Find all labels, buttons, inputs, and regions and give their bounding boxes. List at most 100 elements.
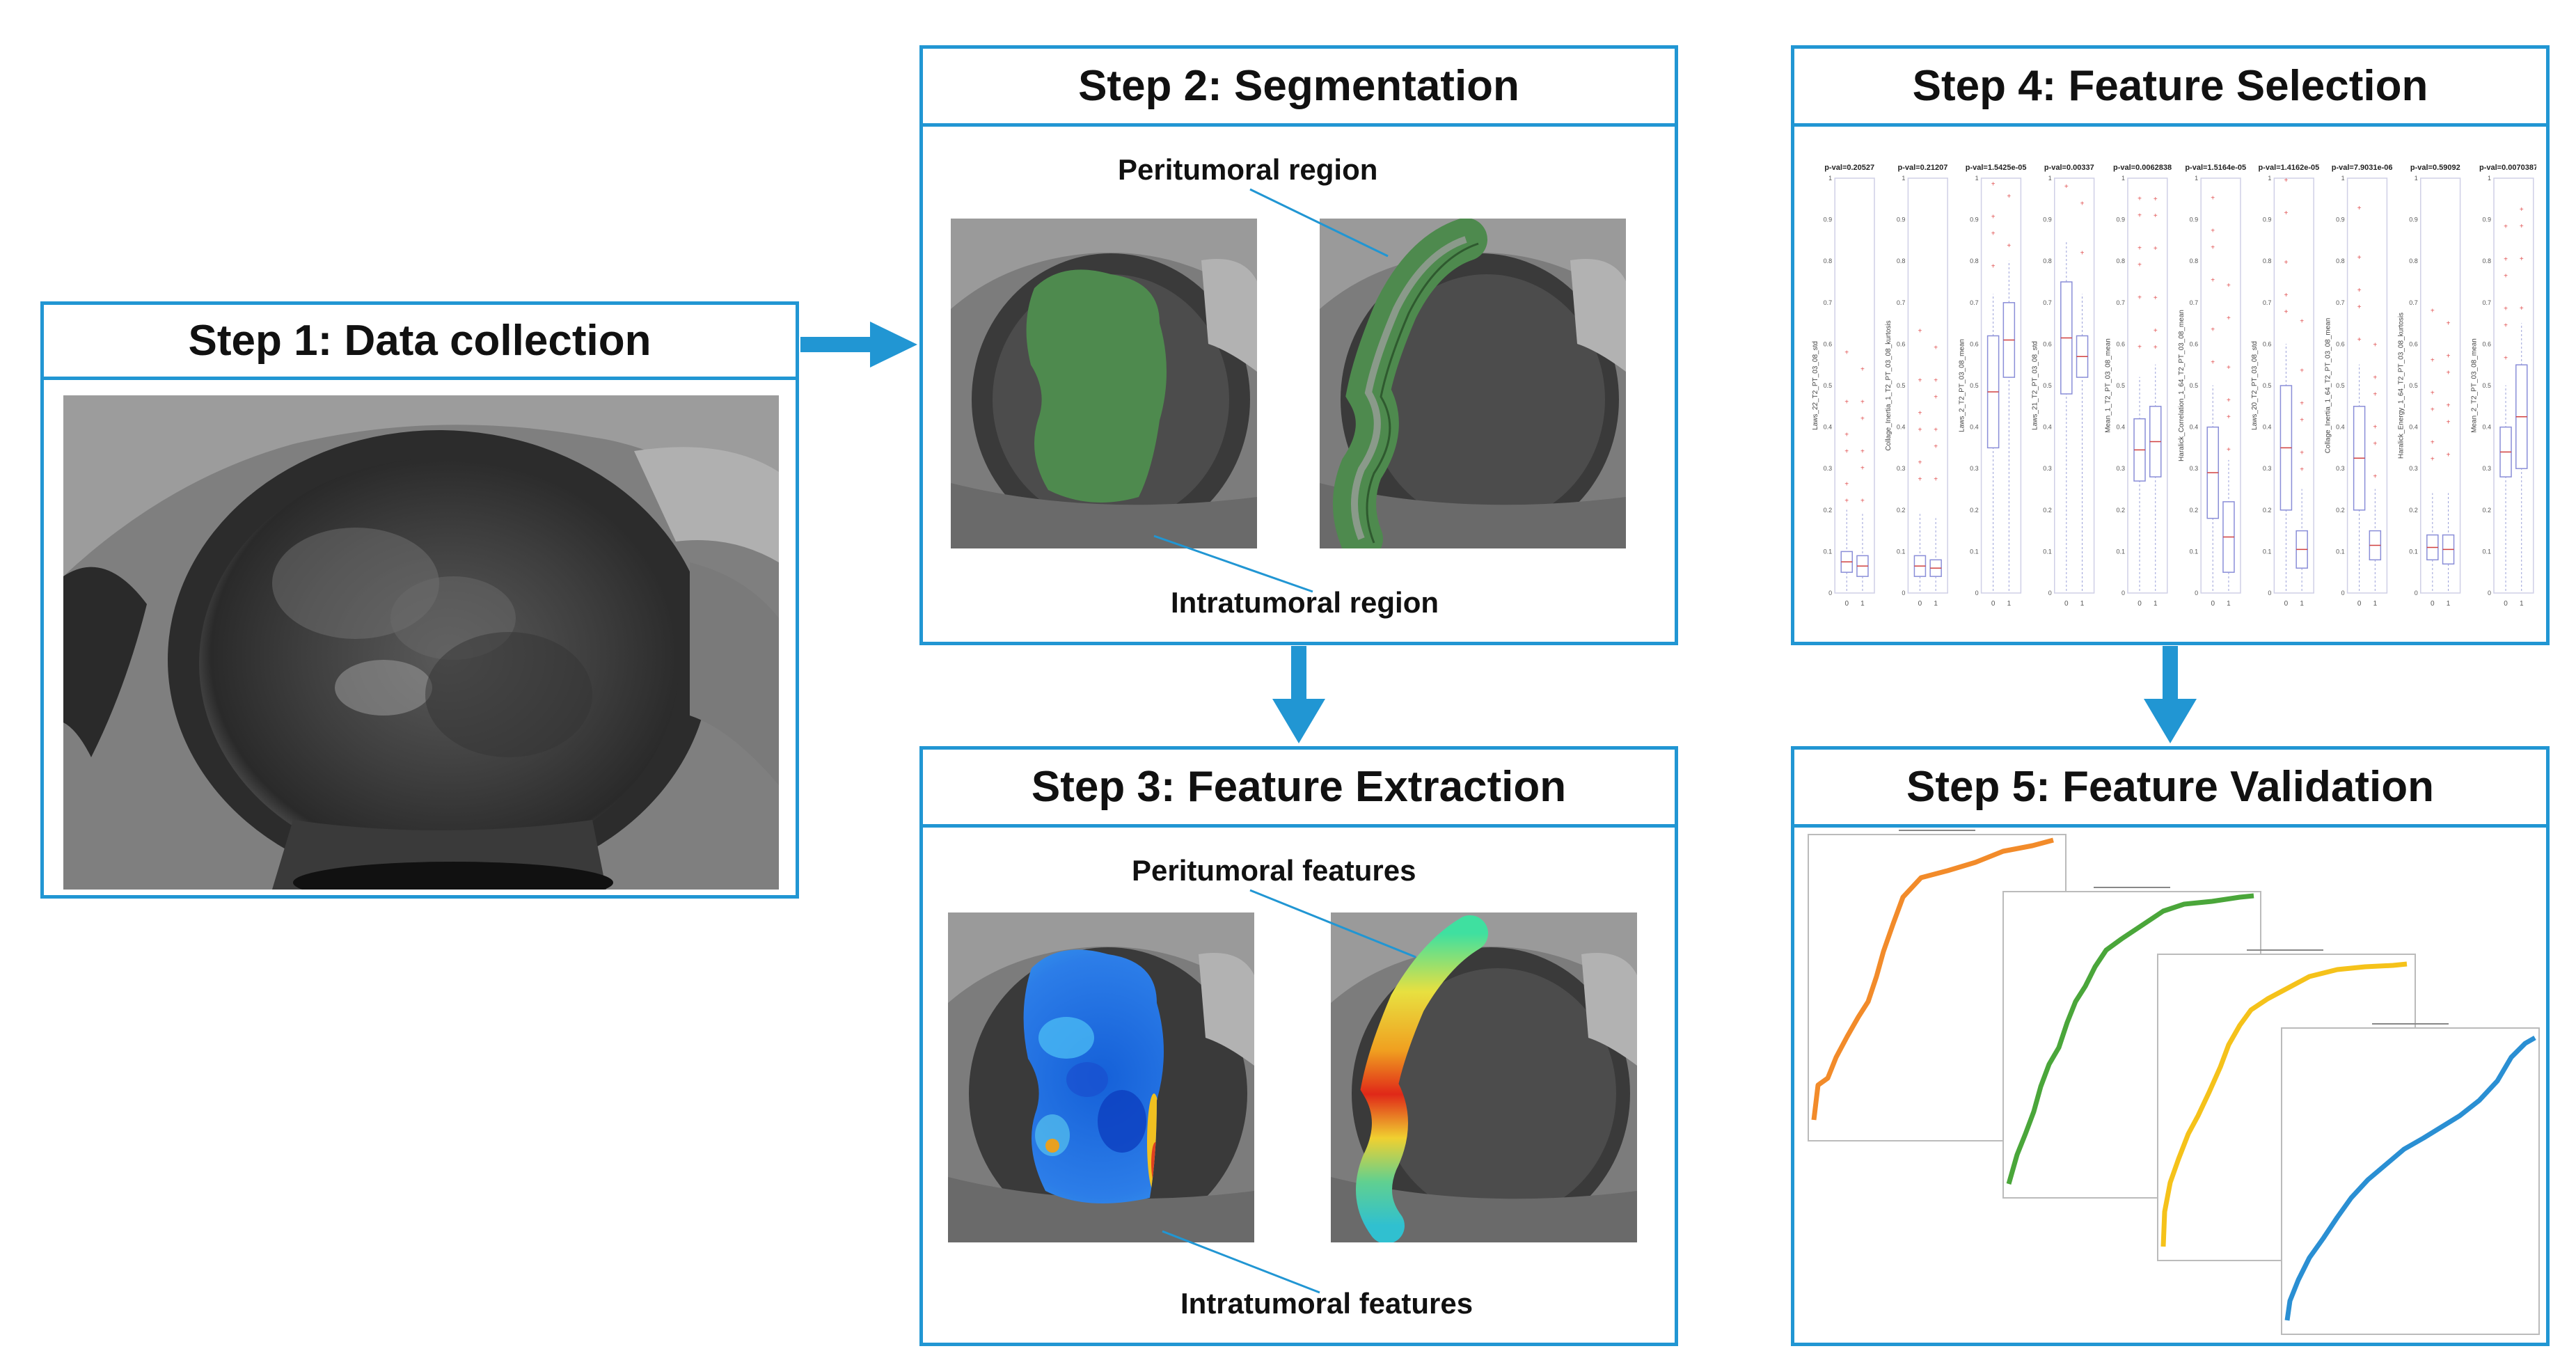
boxplot-outlier: +	[1934, 475, 1938, 483]
boxplot-outlier: +	[1844, 431, 1849, 438]
boxplot-y-tick: 0.3	[2116, 465, 2125, 472]
step4-panel: Step 4: Feature Selection p-val=0.20527 0…	[1791, 45, 2550, 645]
boxplot-feature-label: Mean_2_T2_PT_03_08_mean	[2471, 338, 2479, 433]
boxplot-axes	[1980, 177, 2022, 594]
boxplot-y-tick: 0.3	[2263, 465, 2272, 472]
boxplot-feature-label: Laws_21_T2_PT_03_08_std	[2032, 341, 2039, 430]
boxplot-outlier: +	[1991, 230, 1996, 237]
boxplot-y-tick: 0.5	[2409, 382, 2418, 389]
boxplot-outlier: +	[1860, 365, 1865, 373]
boxplot-y-tick: 0.5	[1824, 382, 1833, 389]
boxplot-y-tick: 0.6	[2336, 340, 2345, 347]
boxplot-x-tick: 1	[2154, 600, 2158, 608]
boxplot-y-tick: 0.1	[2116, 548, 2125, 555]
boxplot-axes	[2273, 177, 2314, 594]
boxplot-y-tick: 0.9	[2482, 216, 2491, 223]
boxplot-y-tick: 0.1	[2043, 548, 2052, 555]
boxplot-outlier: +	[2520, 305, 2524, 313]
boxplot-feature-label: Collage_Inertia_1_64_T2_PT_03_08_mean	[2324, 318, 2332, 454]
boxplot-outlier: +	[2431, 390, 2435, 397]
boxplot-outlier: +	[2007, 193, 2011, 200]
boxplot-y-tick: 0.2	[2409, 507, 2418, 514]
boxplot-y-tick: 0.4	[1824, 424, 1833, 431]
boxplot-outlier: +	[2504, 306, 2508, 313]
boxplot-outlier: +	[2138, 196, 2142, 203]
boxplot-y-tick: 0.6	[1970, 340, 1979, 347]
boxplot-y-tick: 0.5	[2263, 382, 2272, 389]
boxplot-y-tick: 0.5	[2190, 382, 2199, 389]
boxplot-y-tick: 0.7	[2409, 299, 2418, 306]
step1-title: Step 1: Data collection	[44, 305, 796, 380]
boxplot-y-tick: 0.6	[1897, 340, 1906, 347]
boxplot-y-tick: 0.2	[2263, 507, 2272, 514]
step2-panel: Step 2: Segmentation Peritumoral region …	[919, 45, 1678, 645]
boxplot-outlier: +	[1918, 327, 1922, 335]
boxplot-pval-label: p-val=0.59092	[2410, 164, 2460, 172]
boxplot-y-tick: 1	[2341, 175, 2345, 182]
boxplot-outlier: +	[1844, 448, 1849, 455]
boxplot-y-tick: 1	[1902, 175, 1905, 182]
boxplot-outlier: +	[2447, 353, 2451, 361]
boxplot-outlier: +	[2227, 315, 2231, 322]
boxplot-axes	[1907, 177, 1948, 594]
boxplot-y-tick: 0.9	[1970, 216, 1979, 223]
boxplot-y-tick: 0.3	[2482, 465, 2491, 472]
boxplot-y-tick: 0.8	[2263, 258, 2272, 264]
boxplot-y-tick: 0.4	[1897, 424, 1906, 431]
intratumoral-region-label: Intratumoral region	[1171, 586, 1439, 619]
boxplot-outlier: +	[1844, 349, 1849, 356]
boxplot-outlier: +	[1860, 464, 1865, 472]
boxplot-y-tick: 0.4	[1970, 424, 1979, 431]
boxplot-outlier: +	[2447, 402, 2451, 410]
boxplot-x-tick: 1	[2373, 600, 2378, 608]
boxplot-outlier: +	[1934, 393, 1938, 401]
boxplot-y-tick: 0.2	[1824, 507, 1833, 514]
boxplot-y-tick: 0.3	[2336, 465, 2345, 472]
boxplot-outlier: +	[2357, 287, 2362, 294]
boxplot-outlier: +	[2064, 183, 2069, 191]
roc-plot-4	[2281, 1023, 2540, 1335]
boxplot-y-tick: 0.2	[1970, 507, 1979, 514]
boxplot-outlier: +	[2138, 245, 2142, 253]
boxplot-pval-label: p-val=0.00337	[2044, 164, 2094, 172]
segmentation-intratumoral-image	[951, 219, 1257, 548]
boxplot-outlier: +	[1934, 426, 1938, 434]
boxplot-axes	[1834, 177, 1875, 594]
boxplot-outlier: +	[2154, 196, 2158, 203]
boxplot-y-tick: 1	[2488, 175, 2491, 182]
boxplot-outlier: +	[2504, 256, 2508, 264]
step5-title: Step 5: Feature Validation	[1794, 750, 2546, 828]
boxplot-outlier: +	[2154, 344, 2158, 351]
boxplot-outlier: +	[2300, 450, 2304, 457]
boxplot-y-tick: 0.8	[2336, 258, 2345, 264]
boxplot-outlier: +	[2211, 244, 2215, 252]
boxplot-outlier: +	[1991, 262, 1996, 270]
roc-curves	[1808, 830, 2540, 1335]
step5-panel: Step 5: Feature Validation	[1791, 746, 2550, 1346]
boxplot-y-tick: 0.9	[2043, 216, 2052, 223]
boxplot-y-tick: 0.2	[2116, 507, 2125, 514]
boxplot-outlier: +	[2504, 273, 2508, 280]
boxplot-pval-label: p-val=1.5164e-05	[2185, 164, 2246, 172]
arrow-step2-to-step3	[1272, 646, 1325, 743]
boxplot-y-tick: 1	[2268, 175, 2271, 182]
boxplot-outlier: +	[1918, 475, 1922, 483]
boxplot-x-tick: 0	[1918, 600, 1922, 608]
boxplot-y-tick: 0.5	[1897, 382, 1906, 389]
boxplot-outlier: +	[1934, 377, 1938, 384]
boxplot-y-tick: 0.3	[2043, 465, 2052, 472]
boxplot-y-tick: 0.9	[2263, 216, 2272, 223]
boxplot-outlier: +	[1934, 344, 1938, 351]
boxplot-pval-label: p-val=0.0062838	[2113, 164, 2172, 172]
boxplot-pval-label: p-val=0.21207	[1897, 164, 1947, 172]
boxplot-outlier: +	[1860, 398, 1865, 406]
boxplot-y-tick: 0.3	[1970, 465, 1979, 472]
boxplot-outlier: +	[2431, 439, 2435, 447]
boxplot-y-tick: 0.3	[2409, 465, 2418, 472]
boxplot-outlier: +	[2080, 249, 2085, 257]
boxplot-feature-label: Laws_22_T2_PT_03_08_std	[1812, 341, 1819, 430]
boxplot-y-tick: 0	[2195, 590, 2198, 596]
boxplot-pval-label: p-val=0.0070387	[2479, 164, 2536, 172]
boxplot-y-tick: 0.1	[1824, 548, 1833, 555]
boxplot-outlier: +	[2373, 374, 2377, 382]
